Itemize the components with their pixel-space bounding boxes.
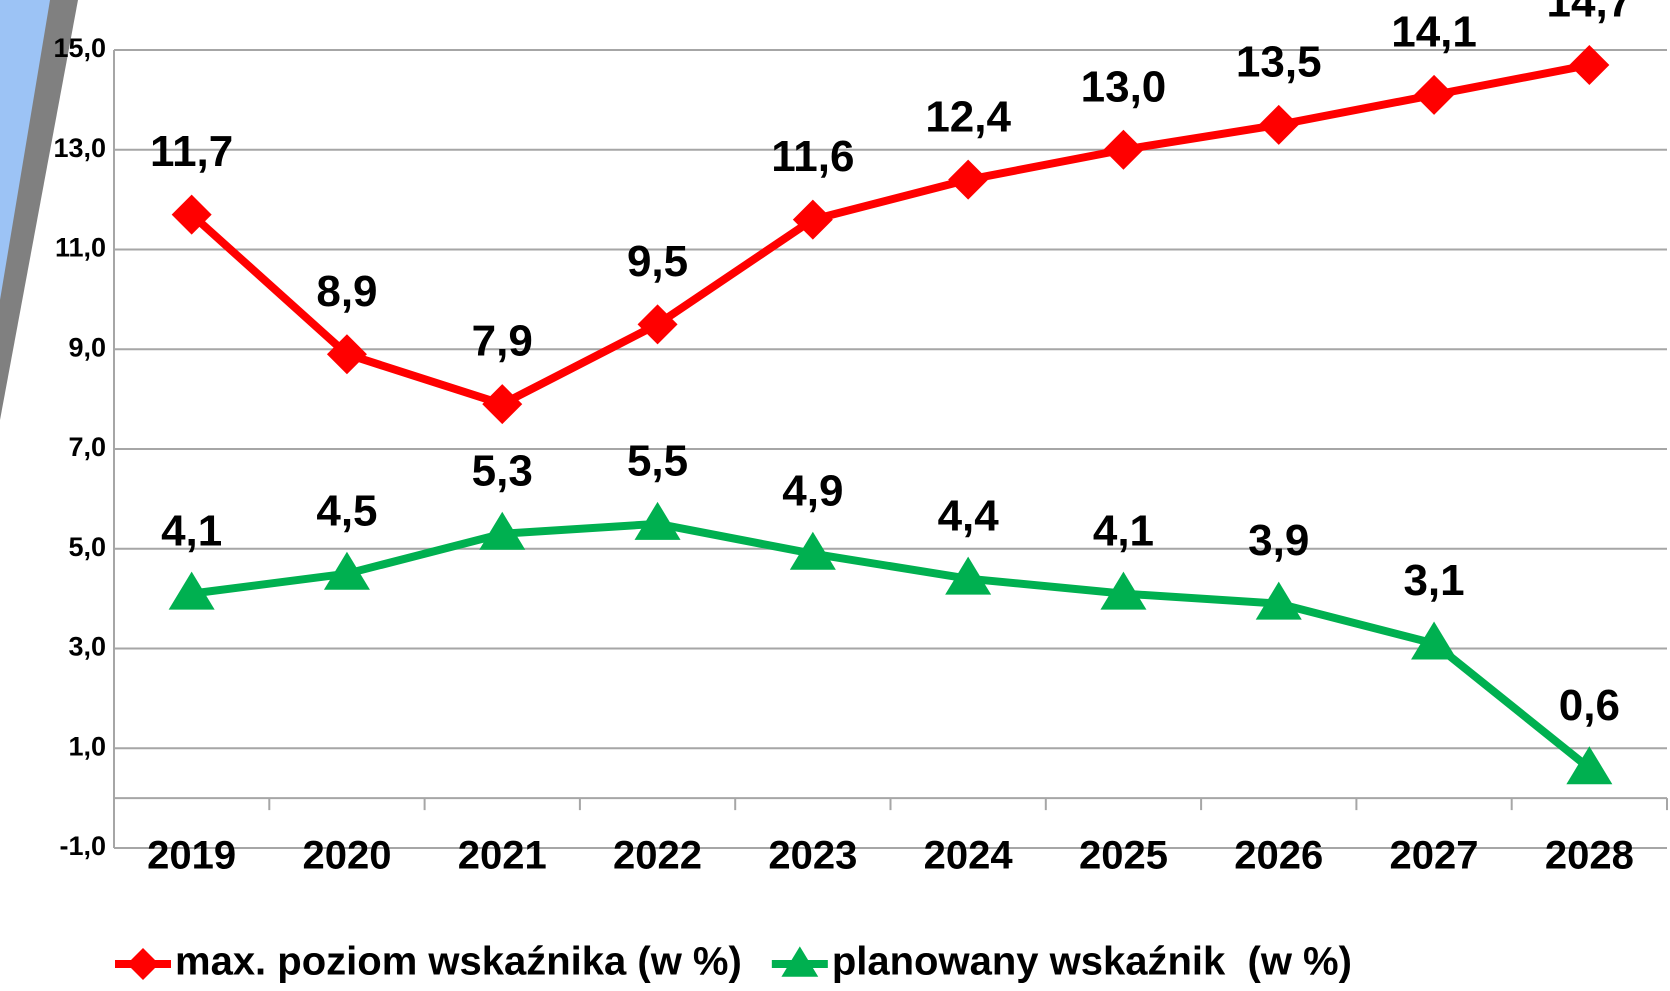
data-point (1569, 44, 1610, 85)
data-label: 11,6 (771, 132, 854, 181)
y-tick-label: 9,0 (68, 332, 106, 362)
y-tick-label: 13,0 (53, 133, 106, 163)
data-label: 9,5 (627, 237, 688, 286)
x-tick-label: 2020 (302, 834, 391, 878)
data-point (323, 551, 370, 590)
data-point (789, 531, 836, 570)
x-tick-label: 2022 (613, 834, 702, 878)
decoration (0, 0, 50, 300)
y-tick-label: 11,0 (55, 233, 106, 263)
data-point (1411, 621, 1458, 660)
y-tick-label: 5,0 (68, 532, 106, 562)
data-point (945, 556, 992, 595)
x-tick-label: 2021 (458, 834, 547, 878)
x-tick-label: 2028 (1545, 834, 1634, 878)
legend-label: planowany wskaźnik (w %) (832, 940, 1352, 984)
data-point (1103, 129, 1144, 170)
series-line (188, 61, 1591, 409)
x-tick-label: 2019 (147, 834, 236, 878)
legend-marker (781, 946, 819, 977)
data-label: 0,6 (1559, 681, 1620, 730)
data-point (634, 501, 681, 540)
data-point (1258, 104, 1299, 145)
data-label: 3,9 (1248, 516, 1309, 565)
data-point (792, 199, 833, 240)
data-label: 5,5 (627, 436, 688, 485)
data-point (1566, 746, 1613, 785)
data-label: 5,3 (472, 446, 533, 495)
legend-label: max. poziom wskaźnika (w %) (175, 940, 742, 984)
x-tick-label: 2023 (768, 834, 857, 878)
data-label: 4,4 (938, 491, 1000, 540)
data-point (1414, 74, 1455, 115)
x-tick-label: 2026 (1234, 834, 1323, 878)
data-point (1255, 581, 1302, 620)
data-label: 13,0 (1081, 62, 1167, 111)
data-label: 4,1 (1093, 506, 1154, 555)
data-point (637, 304, 678, 345)
data-label: 7,9 (472, 317, 533, 366)
data-label: 11,7 (150, 127, 233, 176)
data-label: 8,9 (316, 267, 377, 316)
data-point (1100, 571, 1147, 610)
x-tick-label: 2027 (1390, 834, 1479, 878)
data-label: 4,9 (782, 466, 843, 515)
data-label: 12,4 (925, 92, 1011, 141)
y-tick-label: 3,0 (68, 632, 106, 662)
data-point (326, 334, 367, 375)
y-tick-label: -1,0 (59, 831, 106, 861)
data-point (168, 571, 215, 610)
data-label: 3,1 (1403, 556, 1464, 605)
data-label: 4,1 (161, 506, 222, 555)
x-tick-label: 2025 (1079, 834, 1168, 878)
data-label: 14,7 (1547, 0, 1633, 27)
data-label: 13,5 (1236, 37, 1322, 86)
data-label: 4,5 (316, 486, 377, 535)
data-point (948, 159, 989, 200)
data-point (482, 384, 523, 425)
y-tick-label: 1,0 (68, 731, 106, 761)
legend-marker (127, 948, 159, 980)
data-label: 14,1 (1391, 8, 1477, 57)
series-line (191, 519, 1592, 772)
y-tick-label: 15,0 (53, 33, 106, 63)
x-tick-label: 2024 (924, 834, 1014, 878)
y-tick-label: 7,0 (68, 432, 106, 462)
data-point (479, 511, 526, 550)
data-point (171, 194, 212, 235)
